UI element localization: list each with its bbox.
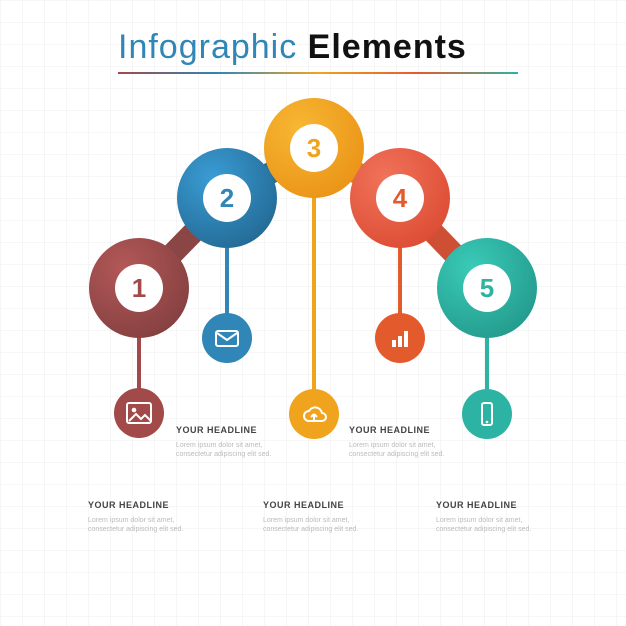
bars-icon [375, 313, 425, 363]
step-number-2: 2 [203, 174, 251, 222]
headline-3: YOUR HEADLINE [263, 500, 344, 510]
phone-icon [462, 389, 512, 439]
body-4: Lorem ipsum dolor sit amet, consectetur … [349, 441, 451, 460]
stage: { "canvas": { "width": 626, "height": 62… [0, 0, 626, 626]
body-2: Lorem ipsum dolor sit amet, consectetur … [176, 441, 278, 460]
body-5: Lorem ipsum dolor sit amet, consectetur … [436, 516, 538, 535]
step-number-1: 1 [115, 264, 163, 312]
title-leading: Infographic [118, 28, 308, 66]
headline-1: YOUR HEADLINE [88, 500, 169, 510]
image-icon [114, 388, 164, 438]
step-number-5: 5 [463, 264, 511, 312]
headline-2: YOUR HEADLINE [176, 425, 257, 435]
headline-4: YOUR HEADLINE [349, 425, 430, 435]
body-1: Lorem ipsum dolor sit amet, consectetur … [88, 516, 190, 535]
body-3: Lorem ipsum dolor sit amet, consectetur … [263, 516, 365, 535]
page-title: Infographic Elements [118, 28, 467, 67]
headline-5: YOUR HEADLINE [436, 500, 517, 510]
step-number-4: 4 [376, 174, 424, 222]
cloud-icon [289, 389, 339, 439]
step-number-3: 3 [290, 124, 338, 172]
title-underline [118, 72, 518, 74]
mail-icon [202, 313, 252, 363]
title-bold: Elements [308, 28, 467, 66]
